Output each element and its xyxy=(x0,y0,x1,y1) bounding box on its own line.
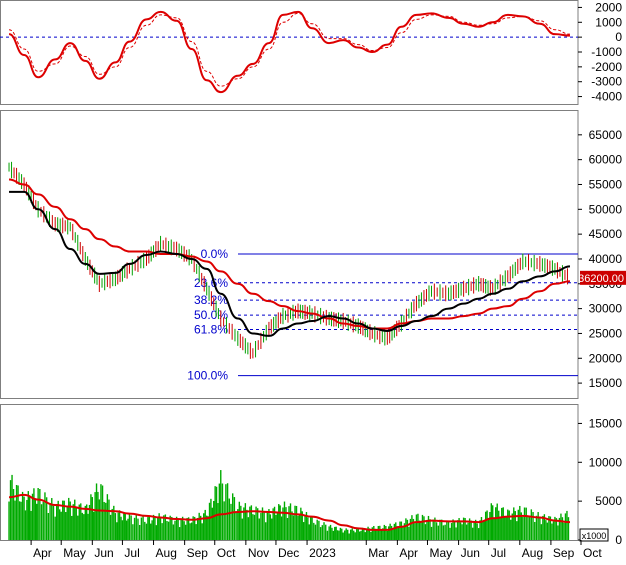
x-tick-label: Jul xyxy=(124,546,139,560)
x-tick-label: Dec xyxy=(278,546,299,560)
volume-tick-label: 15000 xyxy=(589,416,623,430)
x-tick-label: Oct xyxy=(217,546,236,560)
oscillator-tick-label: -1000 xyxy=(591,45,622,59)
volume-unit-label: x1000 xyxy=(582,531,607,541)
oscillator-tick-label: 0 xyxy=(615,30,622,44)
x-tick-label: May xyxy=(429,546,452,560)
fib-level-label: 0.0% xyxy=(201,247,229,261)
price-tick-label: 30000 xyxy=(589,302,623,316)
x-tick-label: Apr xyxy=(399,546,418,560)
x-tick-label: Jun xyxy=(461,546,480,560)
price-tick-label: 20000 xyxy=(589,351,623,365)
oscillator-tick-label: -4000 xyxy=(591,90,622,104)
oscillator-tick-label: -2000 xyxy=(591,60,622,74)
oscillator-main-line xyxy=(9,12,570,92)
price-tick-label: 50000 xyxy=(589,202,623,216)
last-price-label: 36200.00 xyxy=(578,273,624,285)
volume-tick-label: 5000 xyxy=(595,494,622,508)
x-tick-label: Nov xyxy=(248,546,269,560)
volume-panel: 15000 10000 5000 0 x1000 xyxy=(1,405,623,548)
x-tick-label: Jun xyxy=(94,546,113,560)
x-axis: Apr May Jun Jul Aug Sep Oct Nov Dec 2023 Mar Apr May… xyxy=(31,540,602,560)
x-tick-label: 2023 xyxy=(309,546,336,560)
x-tick-label: Aug xyxy=(522,546,543,560)
oscillator-frame xyxy=(1,1,579,105)
price-tick-label: 25000 xyxy=(589,326,623,340)
price-tick-label: 45000 xyxy=(589,227,623,241)
x-tick-label: Jul xyxy=(491,546,506,560)
price-tick-label: 40000 xyxy=(589,252,623,266)
volume-tick-label: 0 xyxy=(615,533,622,547)
oscillator-tick-label: -3000 xyxy=(591,75,622,89)
x-tick-label: Apr xyxy=(33,546,52,560)
x-tick-label: Sep xyxy=(187,546,209,560)
x-tick-label: May xyxy=(63,546,86,560)
fib-level-label: 100.0% xyxy=(187,369,228,383)
oscillator-tick-label: 2000 xyxy=(595,0,622,14)
price-tick-label: 65000 xyxy=(589,128,623,142)
price-tick-label: 55000 xyxy=(589,177,623,191)
x-tick-label: Aug xyxy=(156,546,177,560)
price-ma-black-line xyxy=(9,192,570,336)
price-panel: 0.0%23.6%38.2%50.0%61.8%100.0%6500060000… xyxy=(1,111,626,399)
price-tick-label: 60000 xyxy=(589,153,623,167)
volume-tick-label: 10000 xyxy=(589,455,623,469)
x-tick-label: Mar xyxy=(368,546,389,560)
oscillator-tick-label: 1000 xyxy=(595,15,622,29)
x-tick-label: Sep xyxy=(553,546,575,560)
price-tick-label: 15000 xyxy=(589,376,623,390)
x-tick-label: Oct xyxy=(583,546,602,560)
